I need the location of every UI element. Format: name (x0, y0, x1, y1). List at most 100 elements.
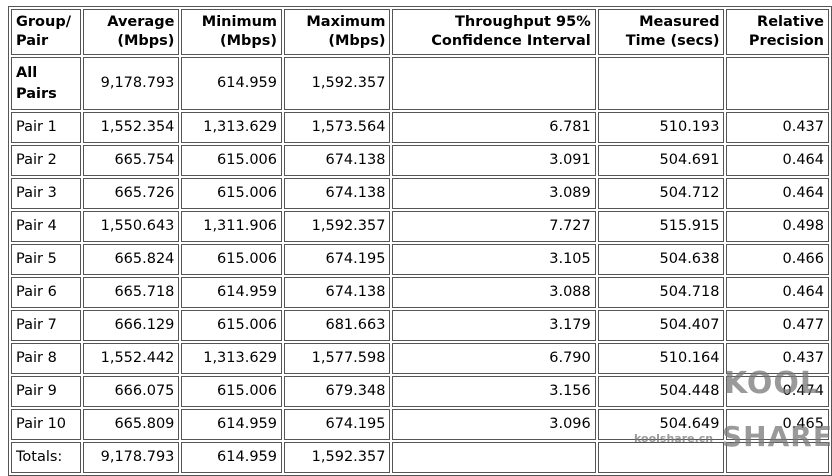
table-row: Pair 9 666.075 615.006 679.348 3.156 504.448 0… (11, 376, 829, 407)
table-row: Pair 6 665.718 614.959 674.138 3.088 504.718 0… (11, 277, 829, 308)
header-cell: Throughput 95% Confidence Interval (392, 9, 596, 55)
empty-cell (392, 442, 596, 473)
table-cell: 3.105 (392, 244, 596, 275)
table-cell: 615.006 (181, 244, 283, 275)
table-row: Pair 10 665.809 614.959 674.195 3.096 504.649… (11, 409, 829, 440)
table-cell: 504.448 (597, 376, 725, 407)
table-cell: 504.718 (597, 277, 725, 308)
table-cell: 0.437 (726, 112, 829, 143)
table-cell: Totals: (11, 442, 81, 473)
table-cell: 615.006 (181, 145, 283, 176)
table-cell: Pair 6 (11, 277, 81, 308)
table-row: All Pairs 9,178.793 614.959 1,592.357 (11, 57, 829, 110)
table-cell: 1,313.629 (181, 343, 283, 374)
header-cell: Measured Time (secs) (597, 9, 725, 55)
table-row: Pair 2 665.754 615.006 674.138 3.091 504.691 0… (11, 145, 829, 176)
table-cell: 614.959 (181, 409, 283, 440)
table-row: Totals: 9,178.793 614.959 1,592.357 (11, 442, 829, 473)
header-cell: Group/ Pair (11, 9, 81, 55)
table-cell: 3.156 (392, 376, 596, 407)
table-cell: 3.091 (392, 145, 596, 176)
table-cell: 1,592.357 (284, 57, 391, 110)
table-cell: 1,552.354 (82, 112, 180, 143)
table-cell: 615.006 (181, 310, 283, 341)
table-cell: 504.649 (597, 409, 725, 440)
table-cell: 3.089 (392, 178, 596, 209)
table-cell: 1,573.564 (284, 112, 391, 143)
table-cell: 674.138 (284, 178, 391, 209)
table-cell: 0.464 (726, 145, 829, 176)
watermark-logo-top: KOOL (724, 366, 821, 401)
table-cell: 674.138 (284, 277, 391, 308)
table-cell: 510.164 (597, 343, 725, 374)
table-cell: 9,178.793 (82, 57, 180, 110)
table-cell: 1,311.906 (181, 211, 283, 242)
table-cell: 1,550.643 (82, 211, 180, 242)
table-row: Pair 3 665.726 615.006 674.138 3.089 504.712 0… (11, 178, 829, 209)
header-cell: Average (Mbps) (82, 9, 180, 55)
table-cell: 0.437 (726, 343, 829, 374)
table-cell: 0.465 (726, 409, 829, 440)
table-cell: 3.096 (392, 409, 596, 440)
table-cell: Pair 3 (11, 178, 81, 209)
table-cell: 1,592.357 (284, 442, 391, 473)
table-cell: 666.075 (82, 376, 180, 407)
table-cell: Pair 10 (11, 409, 81, 440)
page: Group/ Pair Average (Mbps) Minimum (Mbps) M… (8, 6, 832, 476)
table-cell: 510.193 (597, 112, 725, 143)
table-cell: 504.691 (597, 145, 725, 176)
table-cell: 674.195 (284, 409, 391, 440)
table-cell: 0.466 (726, 244, 829, 275)
table-cell: Pair 5 (11, 244, 81, 275)
table-cell: 0.498 (726, 211, 829, 242)
table-cell: 674.195 (284, 244, 391, 275)
table-cell: 3.088 (392, 277, 596, 308)
table-cell: Pair 9 (11, 376, 81, 407)
table-cell: 665.754 (82, 145, 180, 176)
table-cell: 3.179 (392, 310, 596, 341)
table-cell: 665.726 (82, 178, 180, 209)
table-cell: 1,552.442 (82, 343, 180, 374)
table-cell: 665.824 (82, 244, 180, 275)
table-row: Pair 4 1,550.643 1,311.906 1,592.357 7.727 51… (11, 211, 829, 242)
table-cell: Pair 8 (11, 343, 81, 374)
header-cell: Minimum (Mbps) (181, 9, 283, 55)
table-cell: 0.474 (726, 376, 829, 407)
header-row: Group/ Pair Average (Mbps) Minimum (Mbps) M… (11, 9, 829, 55)
table-cell: 665.718 (82, 277, 180, 308)
table-cell: 0.464 (726, 178, 829, 209)
empty-cell (392, 57, 596, 110)
table-cell: Pair 4 (11, 211, 81, 242)
table-row: Pair 8 1,552.442 1,313.629 1,577.598 6.790 51… (11, 343, 829, 374)
table-cell: 681.663 (284, 310, 391, 341)
table-cell: 1,592.357 (284, 211, 391, 242)
table-cell: 614.959 (181, 57, 283, 110)
table-cell: 615.006 (181, 376, 283, 407)
empty-cell (726, 57, 829, 110)
table-cell: Pair 1 (11, 112, 81, 143)
table-cell: All Pairs (11, 57, 81, 110)
table-cell: 679.348 (284, 376, 391, 407)
results-table: Group/ Pair Average (Mbps) Minimum (Mbps) M… (8, 6, 832, 476)
empty-cell (597, 442, 725, 473)
header-cell: Relative Precision (726, 9, 829, 55)
table-cell: 0.477 (726, 310, 829, 341)
empty-cell (597, 57, 725, 110)
table-row: Pair 7 666.129 615.006 681.663 3.179 504.407 0… (11, 310, 829, 341)
table-cell: 674.138 (284, 145, 391, 176)
table-cell: 6.781 (392, 112, 596, 143)
table-cell: 614.959 (181, 277, 283, 308)
table-body: All Pairs 9,178.793 614.959 1,592.357 Pair 1… (11, 57, 829, 473)
table-cell: 0.464 (726, 277, 829, 308)
table-cell: 504.407 (597, 310, 725, 341)
table-cell: 1,577.598 (284, 343, 391, 374)
table-cell: 6.790 (392, 343, 596, 374)
table-cell: Pair 7 (11, 310, 81, 341)
table-cell: 515.915 (597, 211, 725, 242)
table-cell: 665.809 (82, 409, 180, 440)
header-cell: Maximum (Mbps) (284, 9, 391, 55)
table-cell: Pair 2 (11, 145, 81, 176)
table-row: Pair 5 665.824 615.006 674.195 3.105 504.638 0… (11, 244, 829, 275)
table-cell: 504.638 (597, 244, 725, 275)
watermark-site: koolshare.cn (634, 432, 714, 445)
